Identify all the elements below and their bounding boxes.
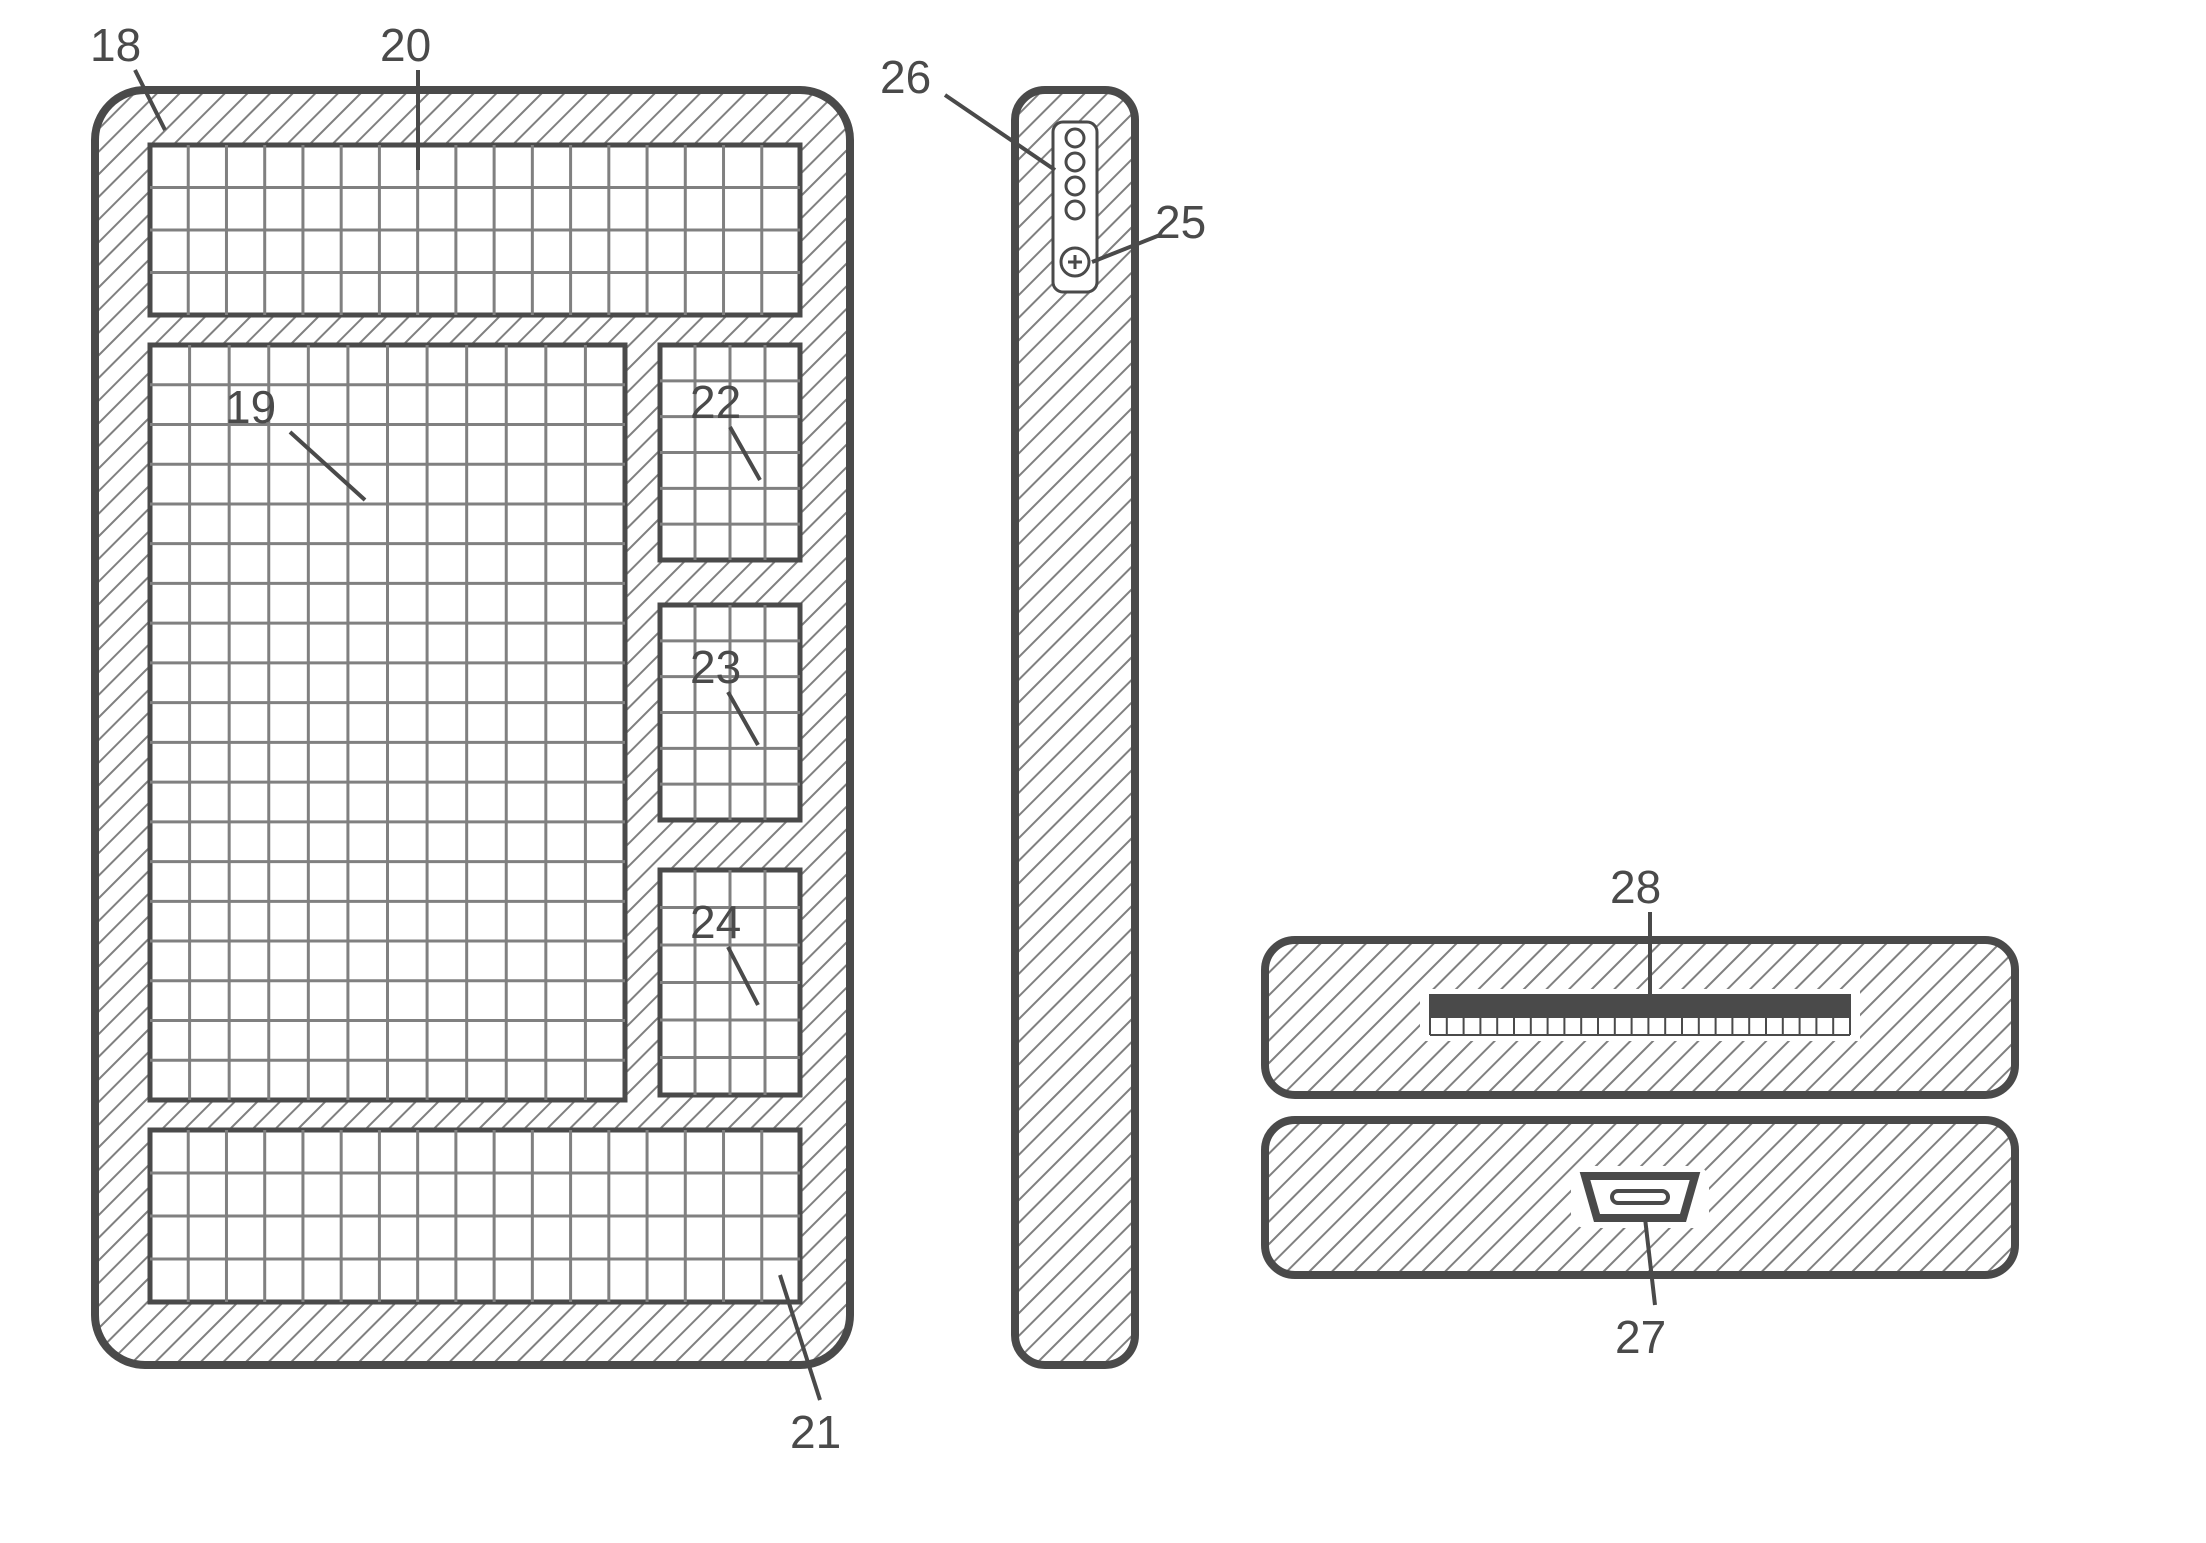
ref-label-25: 25 xyxy=(1155,195,1206,249)
ref-label-27: 27 xyxy=(1615,1310,1666,1364)
ref-label-20: 20 xyxy=(380,18,431,72)
figure-svg xyxy=(0,0,2206,1538)
ref-label-19: 19 xyxy=(225,380,276,434)
ref-label-28: 28 xyxy=(1610,860,1661,914)
ref-label-18: 18 xyxy=(90,18,141,72)
patent-figure-canvas: 18 20 19 22 23 24 21 26 25 28 27 xyxy=(0,0,2206,1538)
ref-label-26: 26 xyxy=(880,50,931,104)
ref-label-23: 23 xyxy=(690,640,741,694)
ref-label-24: 24 xyxy=(690,895,741,949)
ref-label-22: 22 xyxy=(690,375,741,429)
ref-label-21: 21 xyxy=(790,1405,841,1459)
